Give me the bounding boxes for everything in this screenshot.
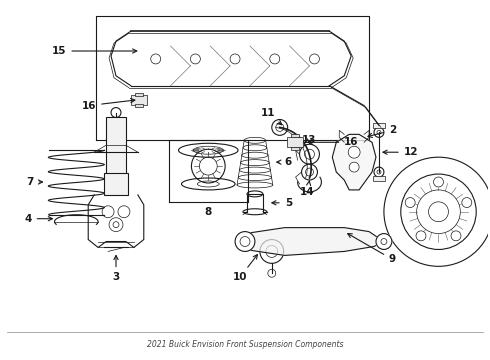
Bar: [373, 123, 385, 129]
Bar: [135, 104, 143, 107]
Circle shape: [405, 198, 415, 207]
Text: 10: 10: [233, 255, 257, 282]
Text: 9: 9: [348, 234, 396, 264]
Circle shape: [349, 162, 359, 172]
Circle shape: [235, 231, 255, 251]
Text: 15: 15: [52, 46, 137, 56]
Circle shape: [434, 177, 443, 187]
Circle shape: [376, 234, 392, 249]
Text: 2: 2: [368, 125, 396, 138]
Circle shape: [348, 146, 360, 158]
Bar: [287, 137, 302, 147]
Text: 6: 6: [277, 157, 292, 167]
Bar: [106, 117, 126, 175]
Text: 11: 11: [261, 108, 282, 125]
Text: 16: 16: [309, 137, 359, 147]
Bar: [291, 134, 298, 137]
Text: 4: 4: [24, 214, 52, 224]
Text: 3: 3: [112, 256, 120, 282]
Circle shape: [416, 231, 426, 241]
Text: 5: 5: [272, 198, 292, 208]
Bar: [131, 95, 147, 105]
Circle shape: [462, 198, 472, 207]
Text: 2021 Buick Envision Front Suspension Components: 2021 Buick Envision Front Suspension Com…: [147, 340, 343, 349]
Text: 13: 13: [302, 135, 317, 145]
Text: 14: 14: [300, 181, 315, 197]
Polygon shape: [332, 134, 376, 190]
Bar: [373, 176, 385, 181]
Text: 7: 7: [26, 177, 43, 187]
Bar: [104, 173, 128, 195]
Bar: [291, 147, 298, 150]
Bar: [135, 93, 143, 96]
Text: 12: 12: [383, 147, 418, 157]
Text: 16: 16: [82, 99, 135, 111]
Text: 8: 8: [205, 207, 212, 217]
Polygon shape: [245, 228, 384, 255]
Text: 1: 1: [0, 359, 1, 360]
Circle shape: [451, 231, 461, 241]
